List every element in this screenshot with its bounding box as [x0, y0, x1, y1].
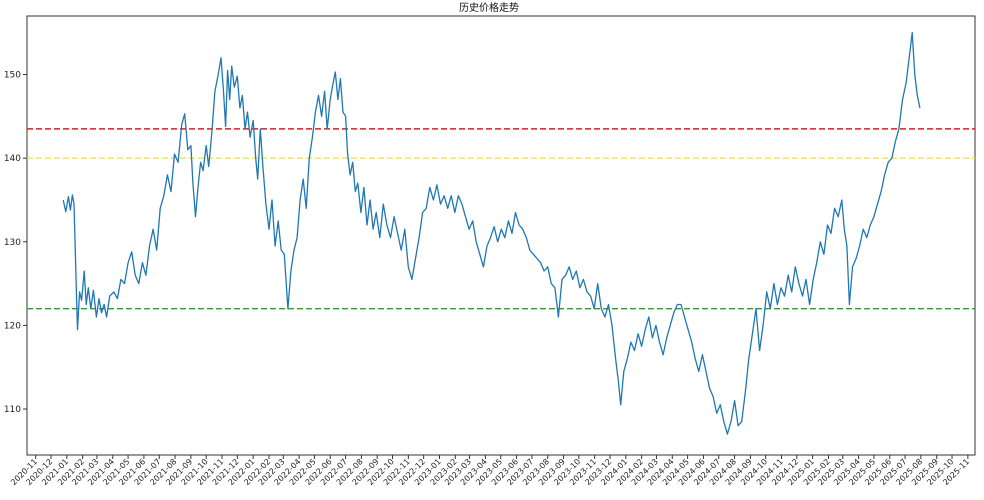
- y-tick-label: 140: [4, 154, 21, 164]
- y-tick-label: 120: [4, 321, 21, 331]
- series-layer: [62, 32, 921, 435]
- y-axis: 110 120 130 140 150: [4, 71, 27, 415]
- chart-title: 历史价格走势: [459, 1, 519, 14]
- reference-lines: [27, 128, 975, 310]
- x-axis: 2020-112020-122021-012021-022021-032021-…: [9, 455, 971, 487]
- y-tick-label: 110: [4, 405, 21, 415]
- y-tick-label: 130: [4, 238, 21, 248]
- series-line-1: [62, 32, 921, 435]
- y-tick-label: 150: [4, 71, 21, 81]
